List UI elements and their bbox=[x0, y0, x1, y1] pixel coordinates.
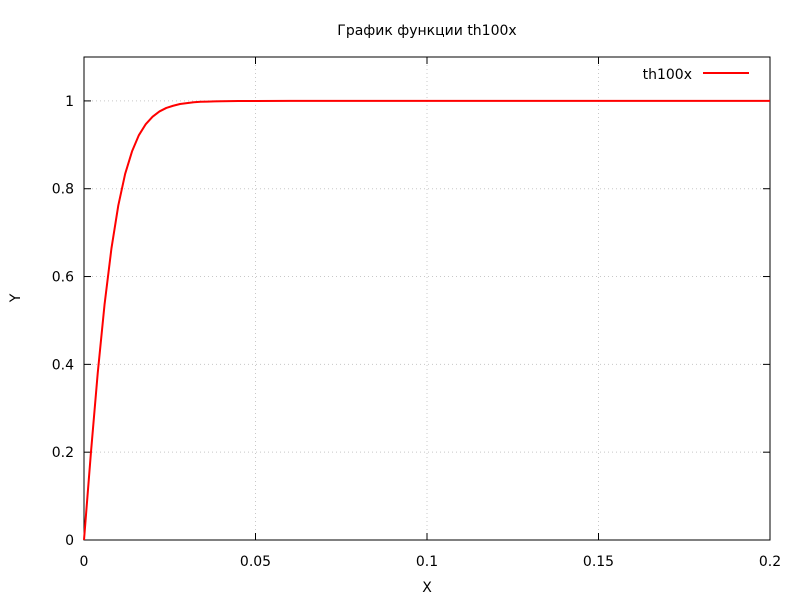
x-tick-label: 0.2 bbox=[759, 554, 781, 570]
series-line-th100x bbox=[83, 99, 770, 541]
y-tick-label: 0 bbox=[65, 533, 74, 549]
y-tick-label: 0.2 bbox=[52, 445, 74, 461]
x-axis-label: X bbox=[422, 580, 432, 596]
x-tick-label: 0.1 bbox=[416, 554, 438, 570]
tick-layer: 0 0.05 0.1 0.15 0.2 0 0.2 0.4 0.6 0.8 1 bbox=[52, 57, 781, 570]
y-axis-label: Y bbox=[8, 293, 24, 303]
x-tick-label: 0 bbox=[80, 554, 89, 570]
series-layer bbox=[83, 99, 770, 541]
grid-layer bbox=[84, 57, 770, 540]
legend: th100x bbox=[643, 67, 749, 83]
x-tick-label: 0.05 bbox=[240, 554, 271, 570]
y-tick-label: 0.4 bbox=[52, 357, 74, 373]
legend-label: th100x bbox=[643, 67, 692, 83]
y-tick-label: 0.6 bbox=[52, 270, 74, 286]
x-tick-label: 0.15 bbox=[583, 554, 614, 570]
y-tick-label: 0.8 bbox=[52, 182, 74, 198]
y-tick-label: 1 bbox=[65, 94, 74, 110]
chart-title: График функции th100x bbox=[337, 23, 516, 39]
